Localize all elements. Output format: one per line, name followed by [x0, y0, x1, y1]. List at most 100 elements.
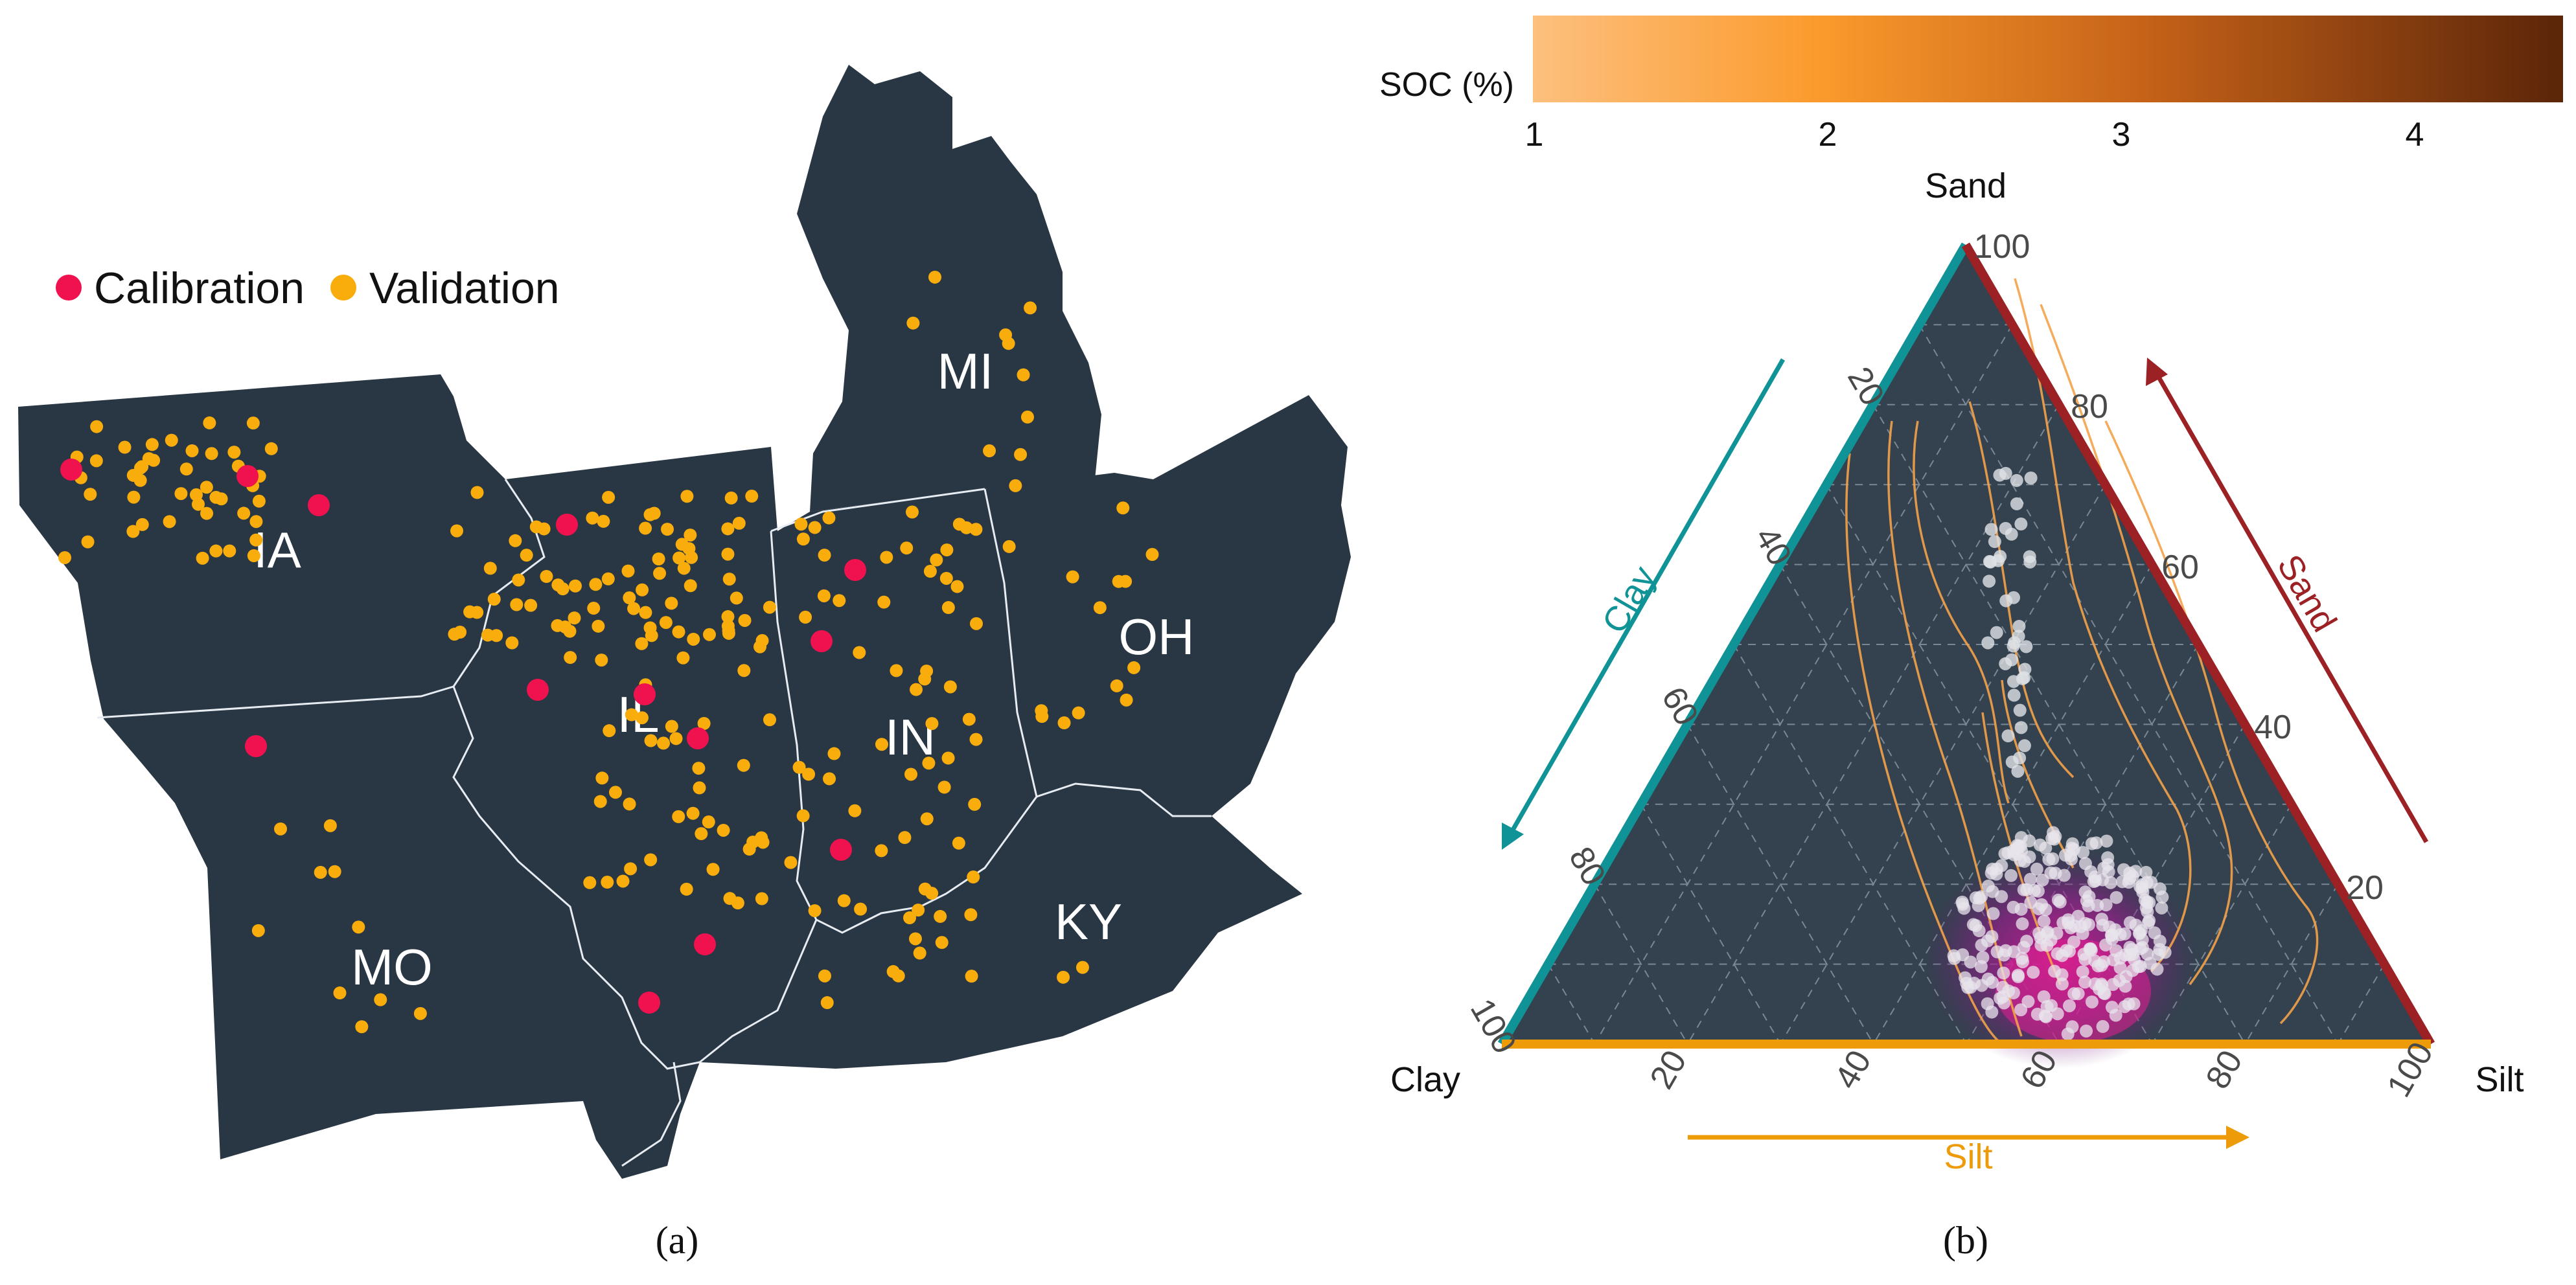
colorbar-tick-4: 4	[2406, 116, 2424, 154]
validation-point	[721, 610, 735, 624]
validation-point	[742, 843, 756, 856]
validation-point	[796, 809, 810, 823]
validation-point	[827, 747, 841, 760]
validation-point	[1116, 501, 1130, 515]
validation-point	[684, 529, 697, 542]
soil-sample-point	[2141, 948, 2154, 961]
validation-point	[661, 523, 674, 536]
soil-sample-points	[1947, 466, 2172, 1041]
ternary-gridline	[1686, 723, 1874, 1045]
validation-point	[118, 440, 132, 454]
soil-sample-point	[2045, 999, 2058, 1012]
validation-point	[950, 580, 964, 593]
validation-point	[904, 768, 918, 781]
soil-sample-point	[2010, 473, 2023, 487]
soil-sample-point	[2049, 867, 2062, 880]
validation-point	[483, 562, 497, 575]
validation-point	[1066, 570, 1079, 584]
soil-sample-point	[2023, 555, 2037, 569]
soil-sample-point	[2152, 948, 2165, 961]
validation-point	[952, 836, 965, 850]
validation-point	[693, 781, 706, 795]
validation-point	[185, 444, 199, 457]
soil-sample-point	[2013, 703, 2027, 717]
validation-point	[1120, 693, 1133, 707]
calibration-legend-label: Calibration	[94, 264, 305, 313]
validation-point	[635, 711, 649, 725]
validation-point	[200, 506, 214, 520]
validation-point	[923, 565, 937, 578]
calibration-point	[236, 465, 259, 487]
soc-colorbar-label: SOC (%)	[1379, 66, 1514, 104]
soil-sample-point	[1983, 554, 1996, 568]
validation-point	[706, 863, 720, 876]
validation-legend-swatch	[330, 275, 356, 301]
validation-point	[903, 911, 917, 925]
soil-sample-point	[2076, 965, 2089, 979]
validation-point	[470, 486, 484, 499]
soc-contour-8	[2001, 679, 2075, 869]
soil-sample-point	[2008, 636, 2021, 650]
in-oh-border	[983, 488, 1038, 797]
validation-point	[246, 416, 260, 430]
validation-point	[730, 591, 743, 605]
soil-sample-point	[2037, 915, 2051, 928]
validation-point	[314, 865, 327, 879]
validation-point	[721, 547, 735, 561]
calibration-point	[634, 683, 656, 705]
validation-point	[808, 521, 822, 534]
validation-point	[643, 621, 657, 635]
validation-point	[639, 521, 652, 535]
validation-point	[126, 525, 140, 538]
validation-point	[702, 628, 716, 641]
soil-sample-point	[2039, 903, 2053, 916]
validation-point	[724, 491, 738, 505]
soil-sample-point	[2095, 913, 2109, 926]
mi-south-border	[770, 488, 985, 532]
state-label-oh: OH	[1119, 608, 1195, 665]
validation-point	[540, 570, 553, 584]
validation-point	[249, 533, 263, 547]
soil-sample-point	[2014, 721, 2028, 734]
soil-sample-point	[2055, 977, 2069, 991]
sand-tick-100: 100	[1974, 228, 2030, 266]
validation-point	[682, 541, 696, 555]
soil-sample-point	[2097, 861, 2111, 875]
soil-sample-point	[1981, 636, 1995, 650]
validation-point	[593, 795, 607, 808]
validation-point	[551, 619, 564, 632]
soil-sample-point	[2007, 688, 2021, 702]
validation-point	[127, 490, 141, 504]
soil-sample-point	[2109, 923, 2122, 937]
soil-sample-point	[2080, 894, 2093, 907]
soil-sample-point	[2027, 966, 2040, 979]
validation-point	[639, 606, 652, 619]
validation-point	[928, 270, 942, 284]
soil-sample-point	[2083, 942, 2097, 956]
validation-point	[1145, 548, 1159, 562]
validation-point	[732, 516, 746, 530]
validation-point	[656, 736, 670, 750]
validation-point	[799, 610, 812, 624]
validation-point	[481, 628, 494, 642]
soil-sample-point	[2007, 986, 2020, 999]
validation-point	[247, 549, 260, 563]
validation-point	[564, 651, 577, 665]
validation-point	[731, 896, 744, 910]
validation-point	[677, 562, 691, 575]
ternary-gridline	[1640, 804, 1782, 1045]
calibration-point	[527, 679, 549, 701]
map-legend: Calibration Validation	[56, 264, 560, 313]
clay-tick-100: 100	[1463, 992, 1524, 1060]
validation-point	[592, 619, 605, 633]
soil-sample-point	[2014, 854, 2027, 867]
ternary-gridline	[1686, 404, 2060, 1045]
soil-sample-point	[1996, 981, 2010, 994]
soil-sample-point	[2013, 751, 2027, 765]
validation-point	[1002, 540, 1016, 553]
validation-point	[695, 827, 708, 841]
validation-point	[969, 617, 983, 630]
corner-label-sand: Sand	[1925, 166, 2007, 205]
soil-sample-point	[2046, 852, 2060, 866]
calibration-point	[308, 494, 330, 516]
